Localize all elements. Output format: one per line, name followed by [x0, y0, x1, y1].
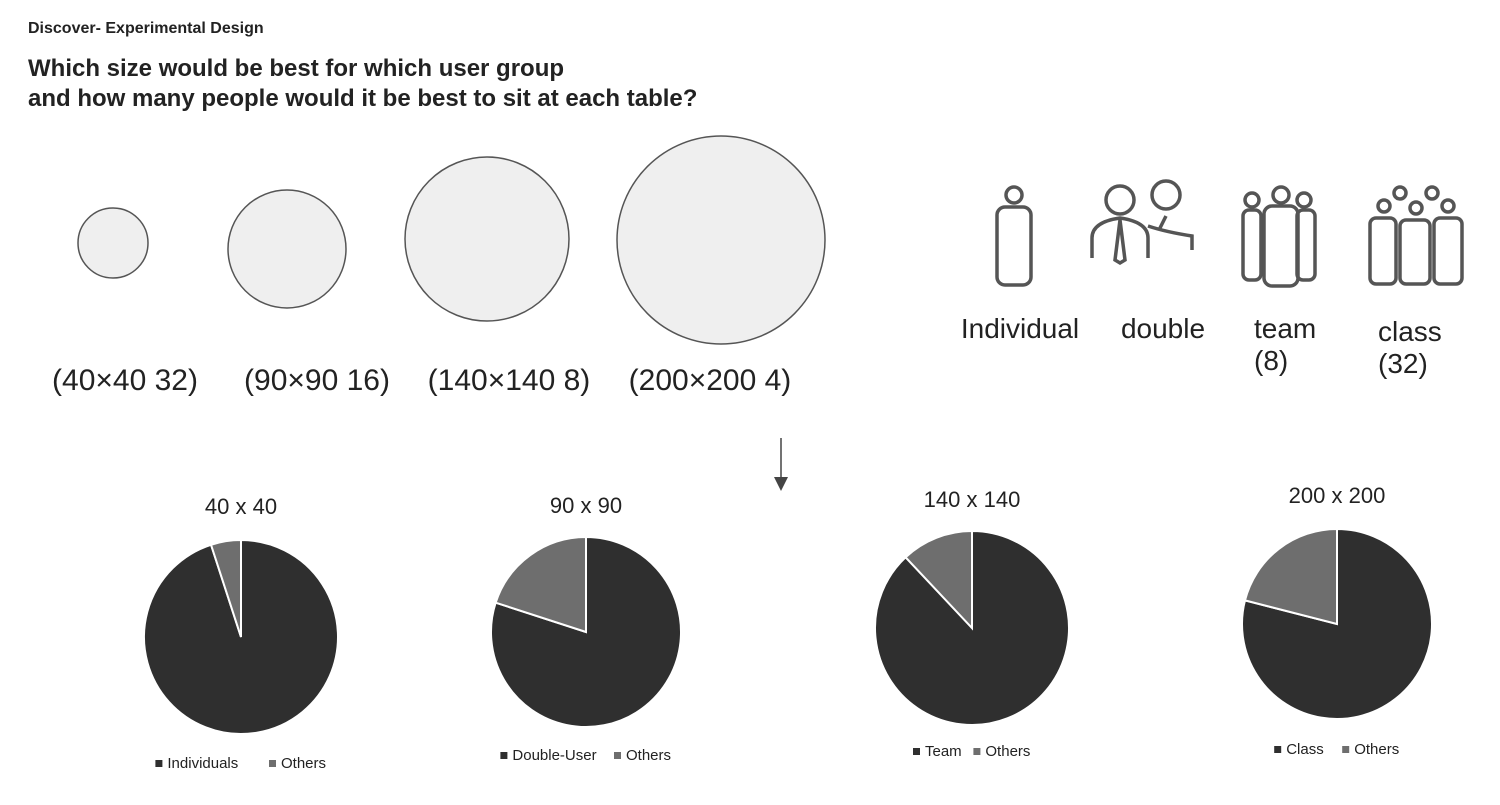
size-label: (200×200 4) [629, 364, 792, 397]
icon-class [1368, 185, 1464, 286]
legend-label: Individuals [167, 755, 238, 772]
group-label: double [1121, 313, 1205, 344]
legend-swatch [1342, 746, 1350, 753]
chart-title: 90 x 90 [550, 493, 622, 518]
legend-label: Class [1286, 741, 1324, 758]
legend-label: Others [626, 747, 671, 764]
group-label: class [1378, 316, 1442, 347]
pie-slice [494, 535, 587, 634]
chart-title: 40 x 40 [205, 494, 277, 519]
table-circle [77, 207, 149, 279]
question: Which size would be best for which user … [28, 55, 564, 82]
user-icons [995, 179, 1464, 288]
chart-title: 200 x 200 [1289, 483, 1386, 508]
table-circle [227, 189, 347, 309]
group-label: (8) [1254, 345, 1288, 376]
legend-swatch [1274, 746, 1282, 753]
legend-label: Double-User [512, 747, 596, 764]
size-label: (90×90 16) [244, 364, 390, 397]
icon-team [1241, 185, 1317, 288]
table-circle [404, 156, 570, 322]
group-label: (32) [1378, 348, 1428, 379]
table-circles [77, 135, 826, 345]
pie-slice [1240, 527, 1433, 720]
icon-individual [995, 185, 1033, 287]
chart-title: 140 x 140 [924, 487, 1021, 512]
legend-swatch [500, 752, 508, 759]
pie-slice [209, 538, 242, 638]
group-label: Individual [961, 313, 1079, 344]
table-circle [616, 135, 826, 345]
legend-label: Others [1354, 741, 1399, 758]
icon-double [1090, 179, 1194, 266]
legend-swatch [155, 760, 163, 767]
legend-swatch [269, 760, 276, 767]
group-label: team [1254, 313, 1316, 344]
pie-slice [1243, 527, 1338, 626]
question: and how many people would it be best to … [28, 85, 697, 112]
legend-label: Others [985, 743, 1030, 760]
size-label: (140×140 8) [428, 364, 591, 397]
legend-swatch [614, 752, 621, 759]
legend-swatch [913, 748, 920, 755]
legend-label: Others [281, 755, 326, 772]
header-label: Discover- Experimental Design [28, 20, 264, 37]
arrow [774, 438, 788, 491]
legend-label: Team [925, 743, 962, 760]
size-label: (40×40 32) [52, 364, 198, 397]
pie-slice [904, 529, 973, 631]
legend-swatch [973, 748, 981, 755]
